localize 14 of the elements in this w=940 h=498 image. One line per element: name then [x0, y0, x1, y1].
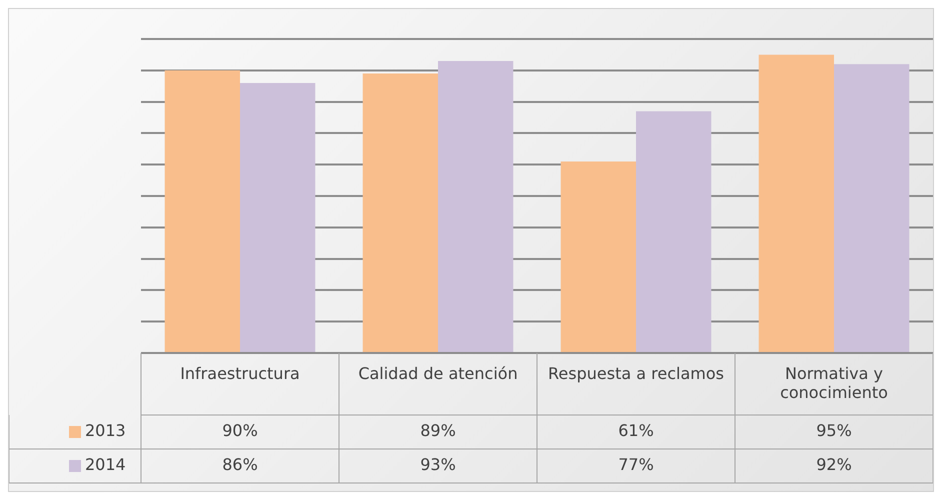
data-label: 93%: [420, 455, 456, 474]
legend-label: 2013: [85, 421, 126, 440]
data-label: 61%: [618, 421, 654, 440]
x-tick-label: Infraestructura: [180, 364, 300, 383]
data-label: 77%: [618, 455, 654, 474]
x-tick-label: Normativa y conocimiento: [780, 364, 888, 402]
data-label: 92%: [816, 455, 852, 474]
x-tick-label: Respuesta a reclamos: [548, 364, 724, 383]
x-tick-label: Calidad de atención: [358, 364, 518, 383]
data-label: 86%: [222, 455, 258, 474]
data-label: 95%: [816, 421, 852, 440]
legend-label: 2014: [85, 455, 126, 474]
data-label: 90%: [222, 421, 258, 440]
data-label: 89%: [420, 421, 456, 440]
